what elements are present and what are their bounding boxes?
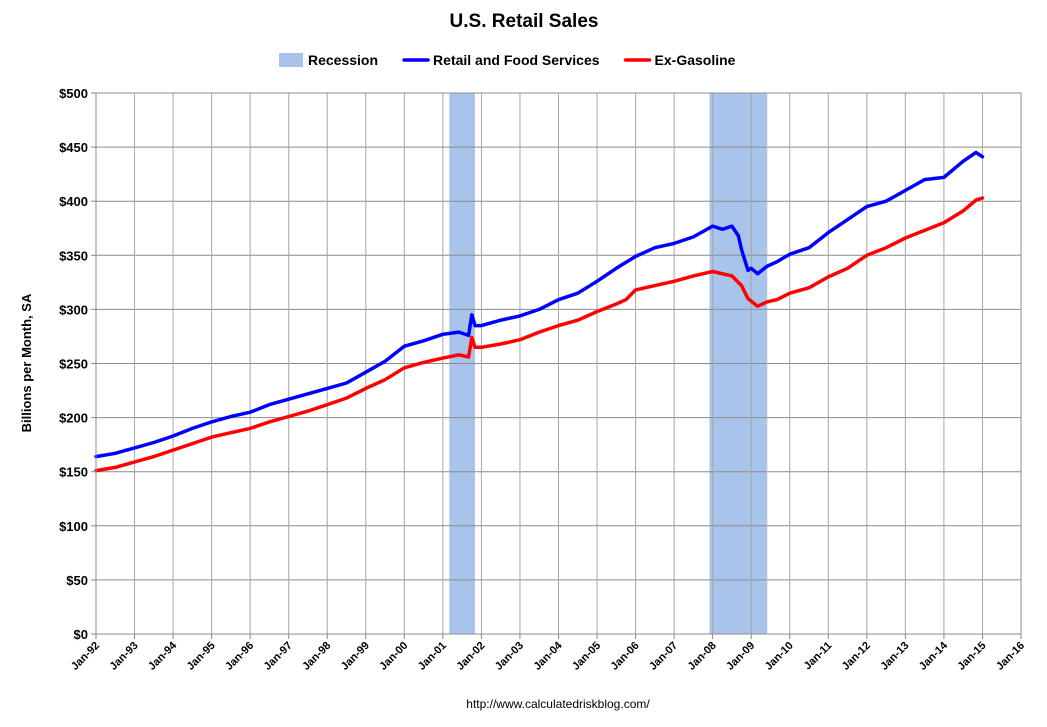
x-tick-label: Jan-01 (416, 640, 449, 673)
series-line-ex-gasoline (94, 196, 985, 473)
legend-label-ex-gasoline: Ex-Gasoline (655, 52, 736, 68)
series-lines (94, 150, 985, 473)
y-tick-label: $450 (59, 140, 88, 155)
y-tick-label: $100 (59, 519, 88, 534)
x-tick-label: Jan-14 (917, 639, 951, 673)
y-tick-label: $150 (59, 465, 88, 480)
x-tick-label: Jan-92 (69, 640, 102, 673)
x-tick-label: Jan-04 (531, 639, 565, 673)
y-tick-label: $500 (59, 86, 88, 101)
x-tick-label: Jan-08 (686, 640, 719, 673)
legend-label-recession: Recession (308, 52, 378, 68)
x-tick-label: Jan-95 (185, 640, 218, 673)
gridlines (96, 92, 1022, 634)
y-tick-label: $0 (74, 627, 88, 642)
y-tick-label: $400 (59, 194, 88, 209)
x-tick-label: Jan-00 (377, 640, 410, 673)
x-tick-label: Jan-11 (802, 640, 835, 673)
x-tick-label: Jan-15 (955, 640, 988, 673)
x-tick-label: Jan-93 (108, 640, 141, 673)
y-axis-label: Billions per Month, SA (19, 293, 34, 432)
x-tick-label: Jan-07 (647, 640, 680, 673)
chart-title: U.S. Retail Sales (450, 11, 599, 32)
x-tick-label: Jan-10 (763, 640, 796, 673)
series-line-retail-and-food-services (94, 150, 985, 459)
legend: Recession Retail and Food Services Ex-Gaso… (279, 52, 736, 68)
y-tick-label: $350 (59, 248, 88, 263)
legend-swatch-recession (279, 53, 303, 67)
y-tick-label: $250 (59, 357, 88, 372)
x-tick-label: Jan-09 (724, 640, 757, 673)
y-tick-label: $200 (59, 411, 88, 426)
x-tick-label: Jan-97 (262, 640, 295, 673)
plot-border (95, 92, 1022, 635)
x-tick-label: Jan-98 (300, 640, 333, 673)
x-tick-label: Jan-96 (223, 640, 256, 673)
x-tick-label: Jan-16 (994, 640, 1027, 673)
x-tick-label: Jan-94 (146, 639, 180, 673)
x-tick-label: Jan-05 (570, 640, 603, 673)
x-tick-label: Jan-13 (878, 640, 911, 673)
x-tick-label: Jan-03 (493, 640, 526, 673)
y-tick-label: $50 (66, 573, 88, 588)
x-tick-label: Jan-12 (840, 640, 873, 673)
x-tick-label: Jan-06 (609, 640, 642, 673)
x-tick-label: Jan-99 (339, 640, 372, 673)
source-url: http://www.calculatedriskblog.com/ (466, 697, 650, 711)
legend-label-retail-and-food-services: Retail and Food Services (433, 52, 600, 68)
y-tick-label: $300 (59, 302, 88, 317)
x-tick-label: Jan-02 (454, 640, 487, 673)
